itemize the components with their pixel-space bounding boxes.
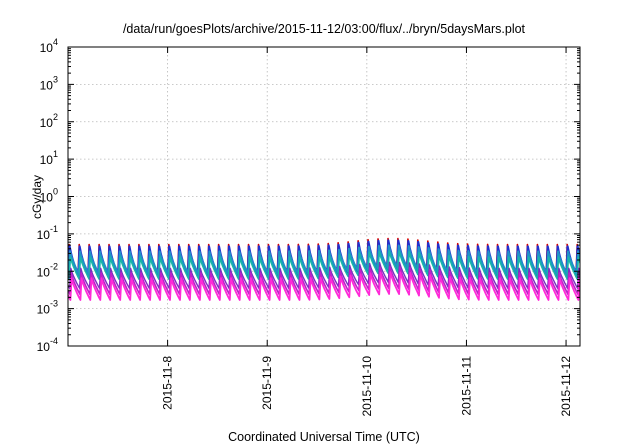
- y-tick-label: 104: [40, 37, 58, 55]
- y-tick-label: 10-4: [37, 336, 58, 354]
- x-axis-label: Coordinated Universal Time (UTC): [228, 430, 420, 444]
- series-line-7: [68, 271, 580, 301]
- y-tick-label: 103: [40, 74, 58, 92]
- chart-title: /data/run/goesPlots/archive/2015-11-12/0…: [123, 22, 526, 36]
- y-tick-exponent: -2: [50, 261, 58, 271]
- y-tick-exponent: 1: [53, 149, 58, 159]
- y-tick-label: 10-3: [37, 299, 58, 317]
- y-axis-label: cGy/day: [30, 175, 44, 219]
- x-tick-label: 2015-11-8: [161, 356, 175, 410]
- y-tick-exponent: -4: [50, 336, 58, 346]
- y-tick-label: 101: [40, 149, 58, 167]
- y-tick-exponent: 2: [53, 112, 58, 122]
- y-tick-exponent: -1: [50, 224, 58, 234]
- y-tick-exponent: 3: [53, 74, 58, 84]
- series-layer: [68, 237, 580, 301]
- y-tick-label: 102: [40, 112, 58, 130]
- y-tick-label: 10-1: [37, 224, 58, 242]
- y-tick-label: 10-2: [37, 261, 58, 279]
- x-tick-label: 2015-11-11: [459, 356, 473, 416]
- y-tick-exponent: -3: [50, 299, 58, 309]
- x-tick-label: 2015-11-12: [559, 356, 573, 417]
- y-tick-exponent: 0: [53, 187, 58, 197]
- x-tick-label: 2015-11-10: [360, 356, 374, 417]
- y-tick-exponent: 4: [53, 37, 58, 47]
- series-line-4: [68, 250, 580, 280]
- x-axis: 2015-11-8 2015-11-9 2015-11-10 2015-11-11 20…: [161, 47, 573, 417]
- grid-layer: [68, 47, 580, 346]
- x-tick-label: 2015-11-9: [260, 356, 274, 410]
